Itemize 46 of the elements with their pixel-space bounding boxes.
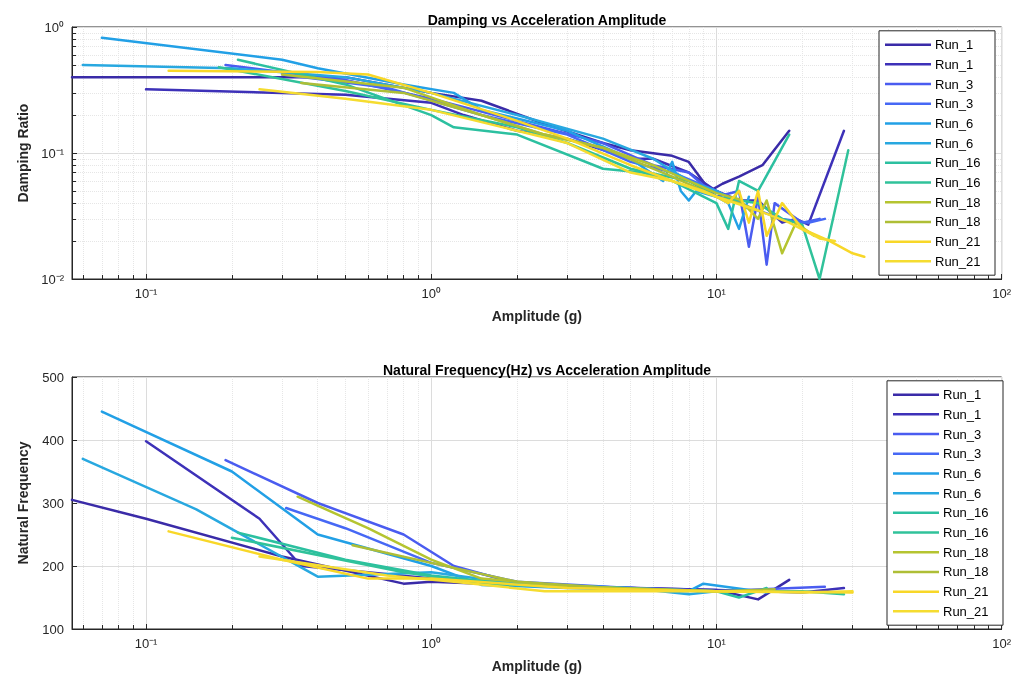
legend-label: Run_18	[935, 214, 981, 230]
legend-label: Run_6	[935, 115, 974, 131]
legend-label: Run_18	[935, 194, 981, 210]
legend-label: Run_21	[935, 253, 981, 269]
y-axis-title: Natural Frequency	[15, 441, 31, 565]
y-tick-label: 10⁻¹	[41, 145, 65, 161]
y-tick-label: 300	[42, 495, 64, 511]
y-tick-label: 100	[42, 621, 64, 637]
legend-label: Run_16	[935, 155, 981, 171]
legend-label: Run_3	[935, 96, 974, 112]
legend-label: Run_3	[935, 76, 974, 92]
x-tick-label: 10⁻¹	[134, 286, 159, 301]
legend-label: Run_1	[935, 37, 974, 53]
y-tick-label: 10⁰	[44, 19, 64, 35]
y-tick-label: 500	[42, 369, 64, 385]
x-axis-title: Amplitude (g)	[491, 658, 582, 674]
x-tick-label: 10⁰	[421, 636, 441, 651]
legend-label: Run_21	[943, 584, 989, 600]
legend-label: Run_16	[943, 505, 989, 521]
x-tick-label: 10¹	[707, 286, 727, 301]
x-tick-label: 10¹	[707, 636, 727, 651]
legend-label: Run_1	[943, 406, 982, 422]
legend-label: Run_1	[935, 56, 974, 72]
legend-label: Run_6	[943, 465, 982, 481]
y-tick-label: 200	[42, 558, 64, 574]
legend-label: Run_1	[943, 387, 982, 403]
legend-label: Run_3	[943, 426, 982, 442]
x-tick-label: 10²	[992, 286, 1012, 301]
x-tick-label: 10⁰	[421, 286, 441, 301]
y-tick-label: 400	[42, 432, 64, 448]
x-axis-title: Amplitude (g)	[491, 308, 582, 324]
y-axis-title: Damping Ratio	[15, 103, 31, 203]
legend-label: Run_21	[943, 603, 989, 619]
chart-title: Damping vs Acceleration Amplitude	[427, 12, 667, 28]
legend-label: Run_3	[943, 446, 982, 462]
legend-label: Run_16	[943, 525, 989, 541]
legend-label: Run_18	[943, 544, 989, 560]
legend-label: Run_16	[935, 175, 981, 191]
y-tick-label: 10⁻²	[41, 271, 65, 287]
x-tick-label: 10⁻¹	[134, 636, 159, 651]
legend-label: Run_6	[935, 135, 974, 151]
legend-label: Run_18	[943, 564, 989, 580]
legend-label: Run_6	[943, 485, 982, 501]
chart-title: Natural Frequency(Hz) vs Acceleration Amplitude	[382, 362, 712, 378]
x-tick-label: 10²	[992, 636, 1012, 651]
legend-label: Run_21	[935, 234, 981, 250]
